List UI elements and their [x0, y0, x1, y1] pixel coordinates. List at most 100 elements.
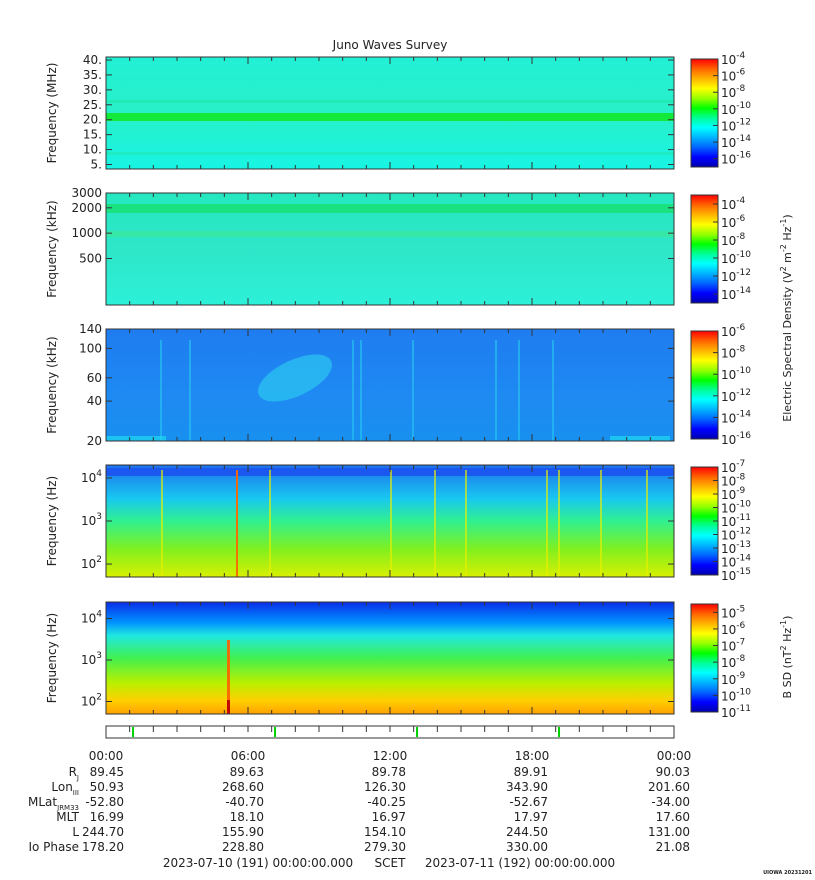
ephem-value: -40.70: [225, 795, 264, 809]
ephem-value: 154.10: [364, 825, 406, 839]
ytick-label: 20.: [83, 113, 102, 127]
cbar-tick-label: 10-8: [721, 345, 746, 361]
cbar-tick-label: 10-11: [721, 704, 751, 720]
cbar-tick-label: 10-6: [721, 68, 746, 84]
ephem-value: 244.70: [82, 825, 124, 839]
ephem-value: 279.30: [364, 840, 406, 854]
cbar-tick-label: 10-16: [721, 431, 751, 447]
spectrogram-features-p2: [106, 204, 674, 237]
ytick-label: 25.: [83, 98, 102, 112]
cbar-tick-label: 10-10: [721, 366, 751, 382]
ephem-value: 89.45: [90, 765, 124, 779]
ylabel-p2: Frequency (kHz): [45, 200, 59, 297]
cbar-tick-label: 10-10: [721, 101, 751, 117]
ytick-label: 103: [81, 512, 102, 528]
cbar-tick-label: 10-4: [721, 51, 746, 67]
cbar-tick-label: 10-6: [721, 214, 746, 230]
ylabel-p4: Frequency (Hz): [45, 476, 59, 567]
ephem-value: -52.80: [85, 795, 124, 809]
spectrogram-features-p1: [106, 100, 674, 155]
spectrogram-p5: [106, 602, 674, 714]
cbar-tick-label: 10-6: [721, 323, 746, 339]
cbar-tick-label: 10-14: [721, 134, 751, 150]
timeline-marker: [558, 727, 561, 737]
ephem-label: MLT: [56, 810, 79, 824]
ephem-label: RJ: [69, 765, 79, 782]
ytick-label: 40: [87, 394, 102, 408]
ephem-value: 126.30: [364, 780, 406, 794]
ytick-label: 60: [87, 371, 102, 385]
cbar-tick-label: 10-15: [721, 567, 751, 583]
ephem-value: 343.90: [506, 780, 548, 794]
panel-p1: 40.35.30.25.20.15.10.5. Frequency (MHz) 10…: [45, 51, 751, 172]
ytick-label: 5.: [91, 158, 102, 172]
ytick-label: 104: [81, 469, 102, 485]
panel-p4: 104 103 102 Frequency (Hz) 10-710-810-910-10…: [45, 459, 751, 583]
ephem-value: 16.97: [372, 810, 406, 824]
ytick-label: 102: [81, 693, 102, 709]
yaxis-p1: 40.35.30.25.20.15.10.5.: [83, 53, 674, 172]
ephem-value: 21.08: [656, 840, 690, 854]
colorbar-p3: 10-6 10-8 10-10 10-12 10-14 10-16: [690, 323, 751, 447]
ytick-label: 10.: [83, 143, 102, 157]
ephem-value: -34.00: [651, 795, 690, 809]
cbar-tick-label: 10-14: [721, 409, 751, 425]
ephem-value: 155.90: [222, 825, 264, 839]
ephem-value: 244.50: [506, 825, 548, 839]
ephem-value: 131.00: [648, 825, 690, 839]
spectrogram-panels: 40.35.30.25.20.15.10.5. Frequency (MHz) 10…: [45, 51, 751, 720]
ytick-label: 35.: [83, 68, 102, 82]
colorbar-p2: 10-4 10-6 10-8 10-10 10-12 10-14: [690, 194, 751, 304]
spectrogram-features-p5: [227, 640, 230, 714]
timeline-marker: [132, 727, 135, 737]
ephem-value: 18.10: [230, 810, 264, 824]
ephem-value: 17.97: [514, 810, 548, 824]
ytick-label: 2000: [71, 201, 102, 215]
ephem-value: 228.80: [222, 840, 264, 854]
figure-title: Juno Waves Survey: [332, 38, 448, 52]
cbar-tick-label: 10-12: [721, 268, 751, 284]
ephem-value: 89.78: [372, 765, 406, 779]
footer-end: 2023-07-11 (192) 00:00:00.000: [425, 856, 615, 870]
ephem-value: -40.25: [367, 795, 406, 809]
footer-start: 2023-07-10 (191) 00:00:00.000: [163, 856, 353, 870]
ephemeris-table: 00:00 06:00 12:00 18:00 00:00 RJ 89.45 89.63 89.…: [28, 749, 691, 854]
colorbar-p4: 10-710-810-910-1010-1110-1210-1310-1410-…: [690, 459, 751, 583]
ephem-value: 50.93: [90, 780, 124, 794]
time-label: 00:00: [657, 749, 692, 763]
ephem-label: L: [72, 825, 79, 839]
spectrogram-features-p3: [106, 340, 670, 441]
ytick-label: 102: [81, 555, 102, 571]
timeline-marker: [274, 727, 277, 737]
spectrogram-p3: [106, 329, 674, 441]
ytick-label: 103: [81, 651, 102, 667]
time-label: 00:00: [89, 749, 124, 763]
cbar-tick-label: 10-12: [721, 117, 751, 133]
magnetic-cbar-label: B SD (nT2 Hz-1): [779, 616, 794, 699]
cbar-tick-label: 10-5: [721, 604, 745, 620]
ephem-value: 17.60: [656, 810, 690, 824]
cbar-tick-label: 10-9: [721, 671, 746, 687]
cbar-tick-label: 10-7: [721, 638, 745, 654]
panel-p3: 140 100 60 40 20 Frequency (kHz) 10-6 10-8 10-10…: [45, 322, 751, 448]
ephem-value: 178.20: [82, 840, 124, 854]
cbar-tick-label: 10-12: [721, 388, 751, 404]
ytick-label: 1000: [71, 226, 102, 240]
time-label: 18:00: [515, 749, 550, 763]
ytick-label: 30.: [83, 83, 102, 97]
footer-scet: SCET: [375, 856, 407, 870]
ephem-value: 268.60: [222, 780, 264, 794]
ephem-value: 89.63: [230, 765, 264, 779]
cbar-tick-label: 10-16: [721, 151, 751, 167]
cbar-tick-label: 10-8: [721, 84, 746, 100]
ytick-label: 3000: [71, 186, 102, 200]
timeline-marker: [416, 727, 419, 737]
cbar-tick-label: 10-6: [721, 621, 746, 637]
ytick-label: 140: [79, 322, 102, 336]
ytick-label: 104: [81, 610, 102, 626]
